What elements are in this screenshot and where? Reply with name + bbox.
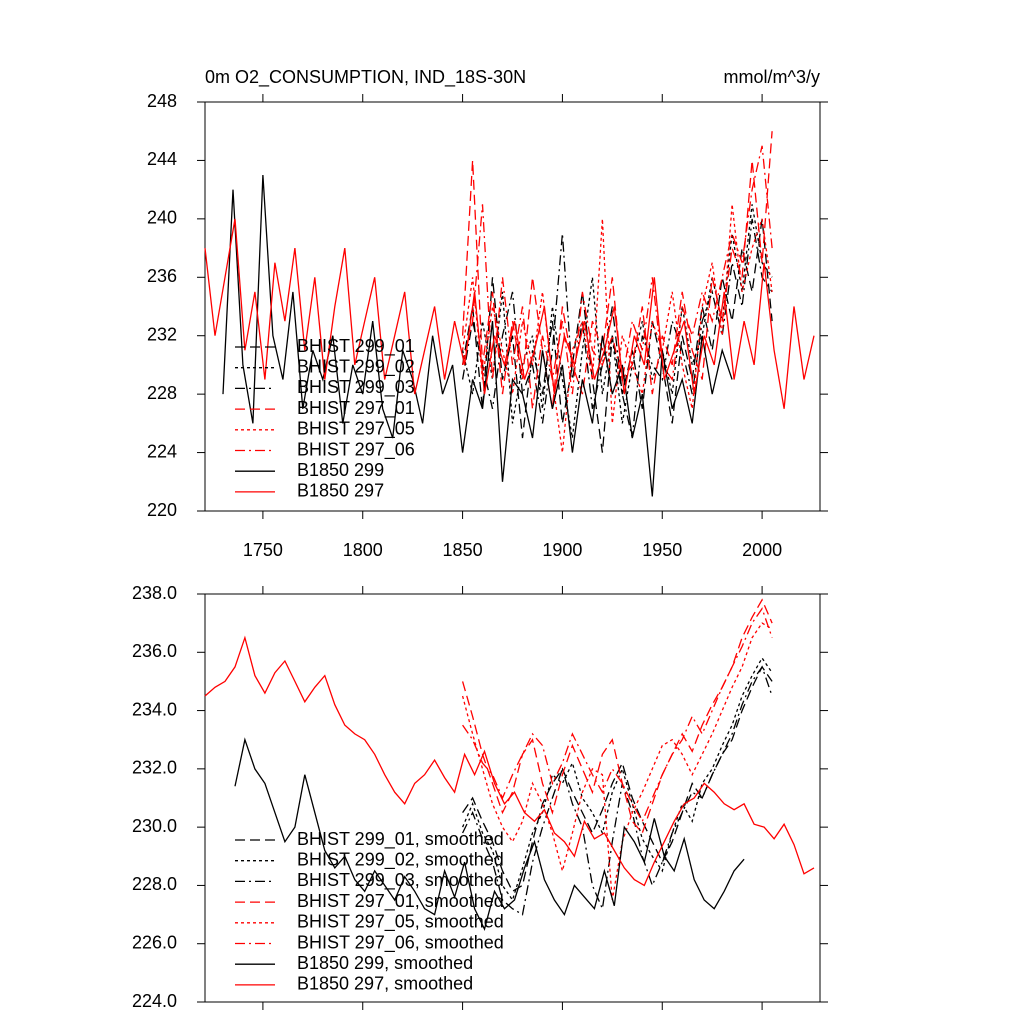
y-tick-label: 228.0 — [132, 874, 177, 894]
y-tick-label: 226.0 — [132, 932, 177, 952]
series-line — [461, 622, 773, 901]
x-tick-label: 1800 — [343, 540, 383, 560]
series-line — [462, 656, 773, 902]
y-tick-label: 224.0 — [132, 991, 177, 1011]
legend-label: BHIST 297_01, smoothed — [297, 891, 504, 912]
y-tick-label: 244 — [147, 149, 177, 169]
series-line — [461, 218, 773, 439]
y-tick-label: 234.0 — [132, 699, 177, 719]
series-line — [204, 635, 815, 887]
y-tick-label: 238.0 — [132, 583, 177, 603]
plot-frame — [204, 101, 821, 512]
x-tick-label: 1850 — [443, 540, 483, 560]
legend-label: BHIST 299_02, smoothed — [297, 849, 504, 870]
x-tick-label: 1950 — [642, 540, 682, 560]
series-line — [461, 131, 773, 409]
x-tick-label: 1900 — [542, 540, 582, 560]
x-tick-label: 1750 — [243, 540, 283, 560]
legend-label: BHIST 297_01 — [297, 398, 415, 419]
y-tick-label: 220 — [147, 500, 177, 520]
series-line — [461, 145, 773, 409]
legend-label: B1850 297, smoothed — [297, 974, 473, 994]
legend-label: BHIST 299_01, smoothed — [297, 829, 504, 850]
units-label: mmol/m^3/y — [724, 67, 820, 87]
legend-label: B1850 297 — [297, 481, 384, 501]
y-tick-label: 240 — [147, 208, 177, 228]
series-line — [222, 174, 733, 497]
y-tick-label: 228 — [147, 383, 177, 403]
legend-label: BHIST 297_05, smoothed — [297, 912, 504, 933]
y-tick-label: 236 — [147, 266, 177, 286]
legend-label: BHIST 299_03 — [297, 377, 415, 398]
legend-label: BHIST 299_02 — [297, 356, 415, 377]
y-tick-label: 236.0 — [132, 641, 177, 661]
x-tick-label: 2000 — [742, 540, 782, 560]
chart-title: 0m O2_CONSUMPTION, IND_18S-30N — [205, 67, 526, 88]
series-line — [204, 218, 815, 409]
legend-label: B1850 299, smoothed — [297, 953, 473, 973]
series-line — [461, 598, 773, 835]
legend-label: BHIST 297_06 — [297, 439, 415, 460]
y-tick-label: 224 — [147, 441, 177, 461]
series-line — [234, 737, 745, 931]
legend-label: BHIST 297_05 — [297, 419, 415, 440]
series-line — [462, 665, 773, 893]
legend-label: BHIST 297_06, smoothed — [297, 932, 504, 953]
plot-frame — [204, 593, 821, 1003]
y-tick-label: 232.0 — [132, 758, 177, 778]
y-tick-label: 230.0 — [132, 816, 177, 836]
legend-label: BHIST 299_03, smoothed — [297, 870, 504, 891]
series-line — [462, 607, 773, 823]
y-tick-label: 248 — [147, 91, 177, 111]
legend-label: B1850 299 — [297, 460, 384, 480]
series-line — [462, 665, 773, 916]
y-tick-label: 232 — [147, 324, 177, 344]
legend-label: BHIST 299_01 — [297, 336, 415, 357]
